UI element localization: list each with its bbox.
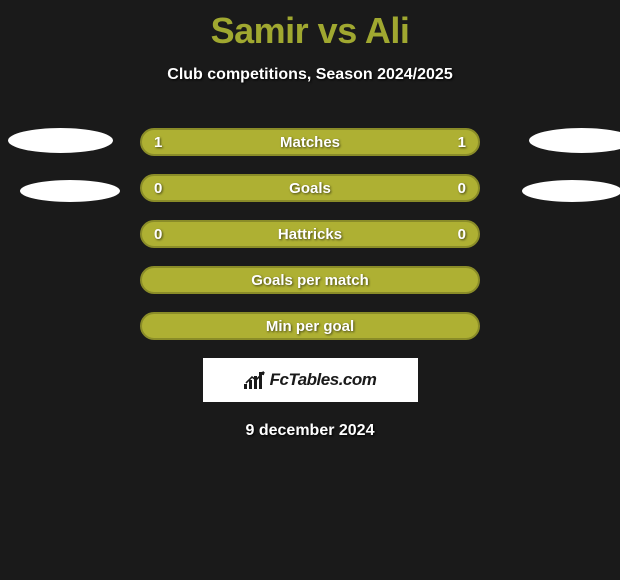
brand-text: FcTables.com	[270, 370, 377, 390]
stat-matches-label: Matches	[142, 134, 478, 151]
team-left-badge-placeholder	[20, 180, 120, 202]
stat-hattricks-label: Hattricks	[142, 226, 478, 243]
bar-chart-icon	[244, 371, 266, 389]
stat-gpm-label: Goals per match	[142, 272, 478, 289]
stat-row-mpg: Min per goal	[140, 312, 480, 340]
date-text: 9 december 2024	[0, 422, 620, 440]
team-right-badge-placeholder	[522, 180, 620, 202]
subtitle: Club competitions, Season 2024/2025	[0, 66, 620, 84]
stat-row-matches: 1 Matches 1	[140, 128, 480, 156]
stat-row-hattricks: 0 Hattricks 0	[140, 220, 480, 248]
stat-row-gpm: Goals per match	[140, 266, 480, 294]
stat-bars: 1 Matches 1 0 Goals 0 0 Hattricks 0 Goal…	[140, 128, 480, 340]
stat-goals-label: Goals	[142, 180, 478, 197]
player-right-photo-placeholder	[529, 128, 620, 153]
stats-area: 1 Matches 1 0 Goals 0 0 Hattricks 0 Goal…	[0, 128, 620, 440]
player-left-photo-placeholder	[8, 128, 113, 153]
stat-row-goals: 0 Goals 0	[140, 174, 480, 202]
page-title: Samir vs Ali	[0, 0, 620, 52]
stat-mpg-label: Min per goal	[142, 318, 478, 335]
brand-box: FcTables.com	[203, 358, 418, 402]
